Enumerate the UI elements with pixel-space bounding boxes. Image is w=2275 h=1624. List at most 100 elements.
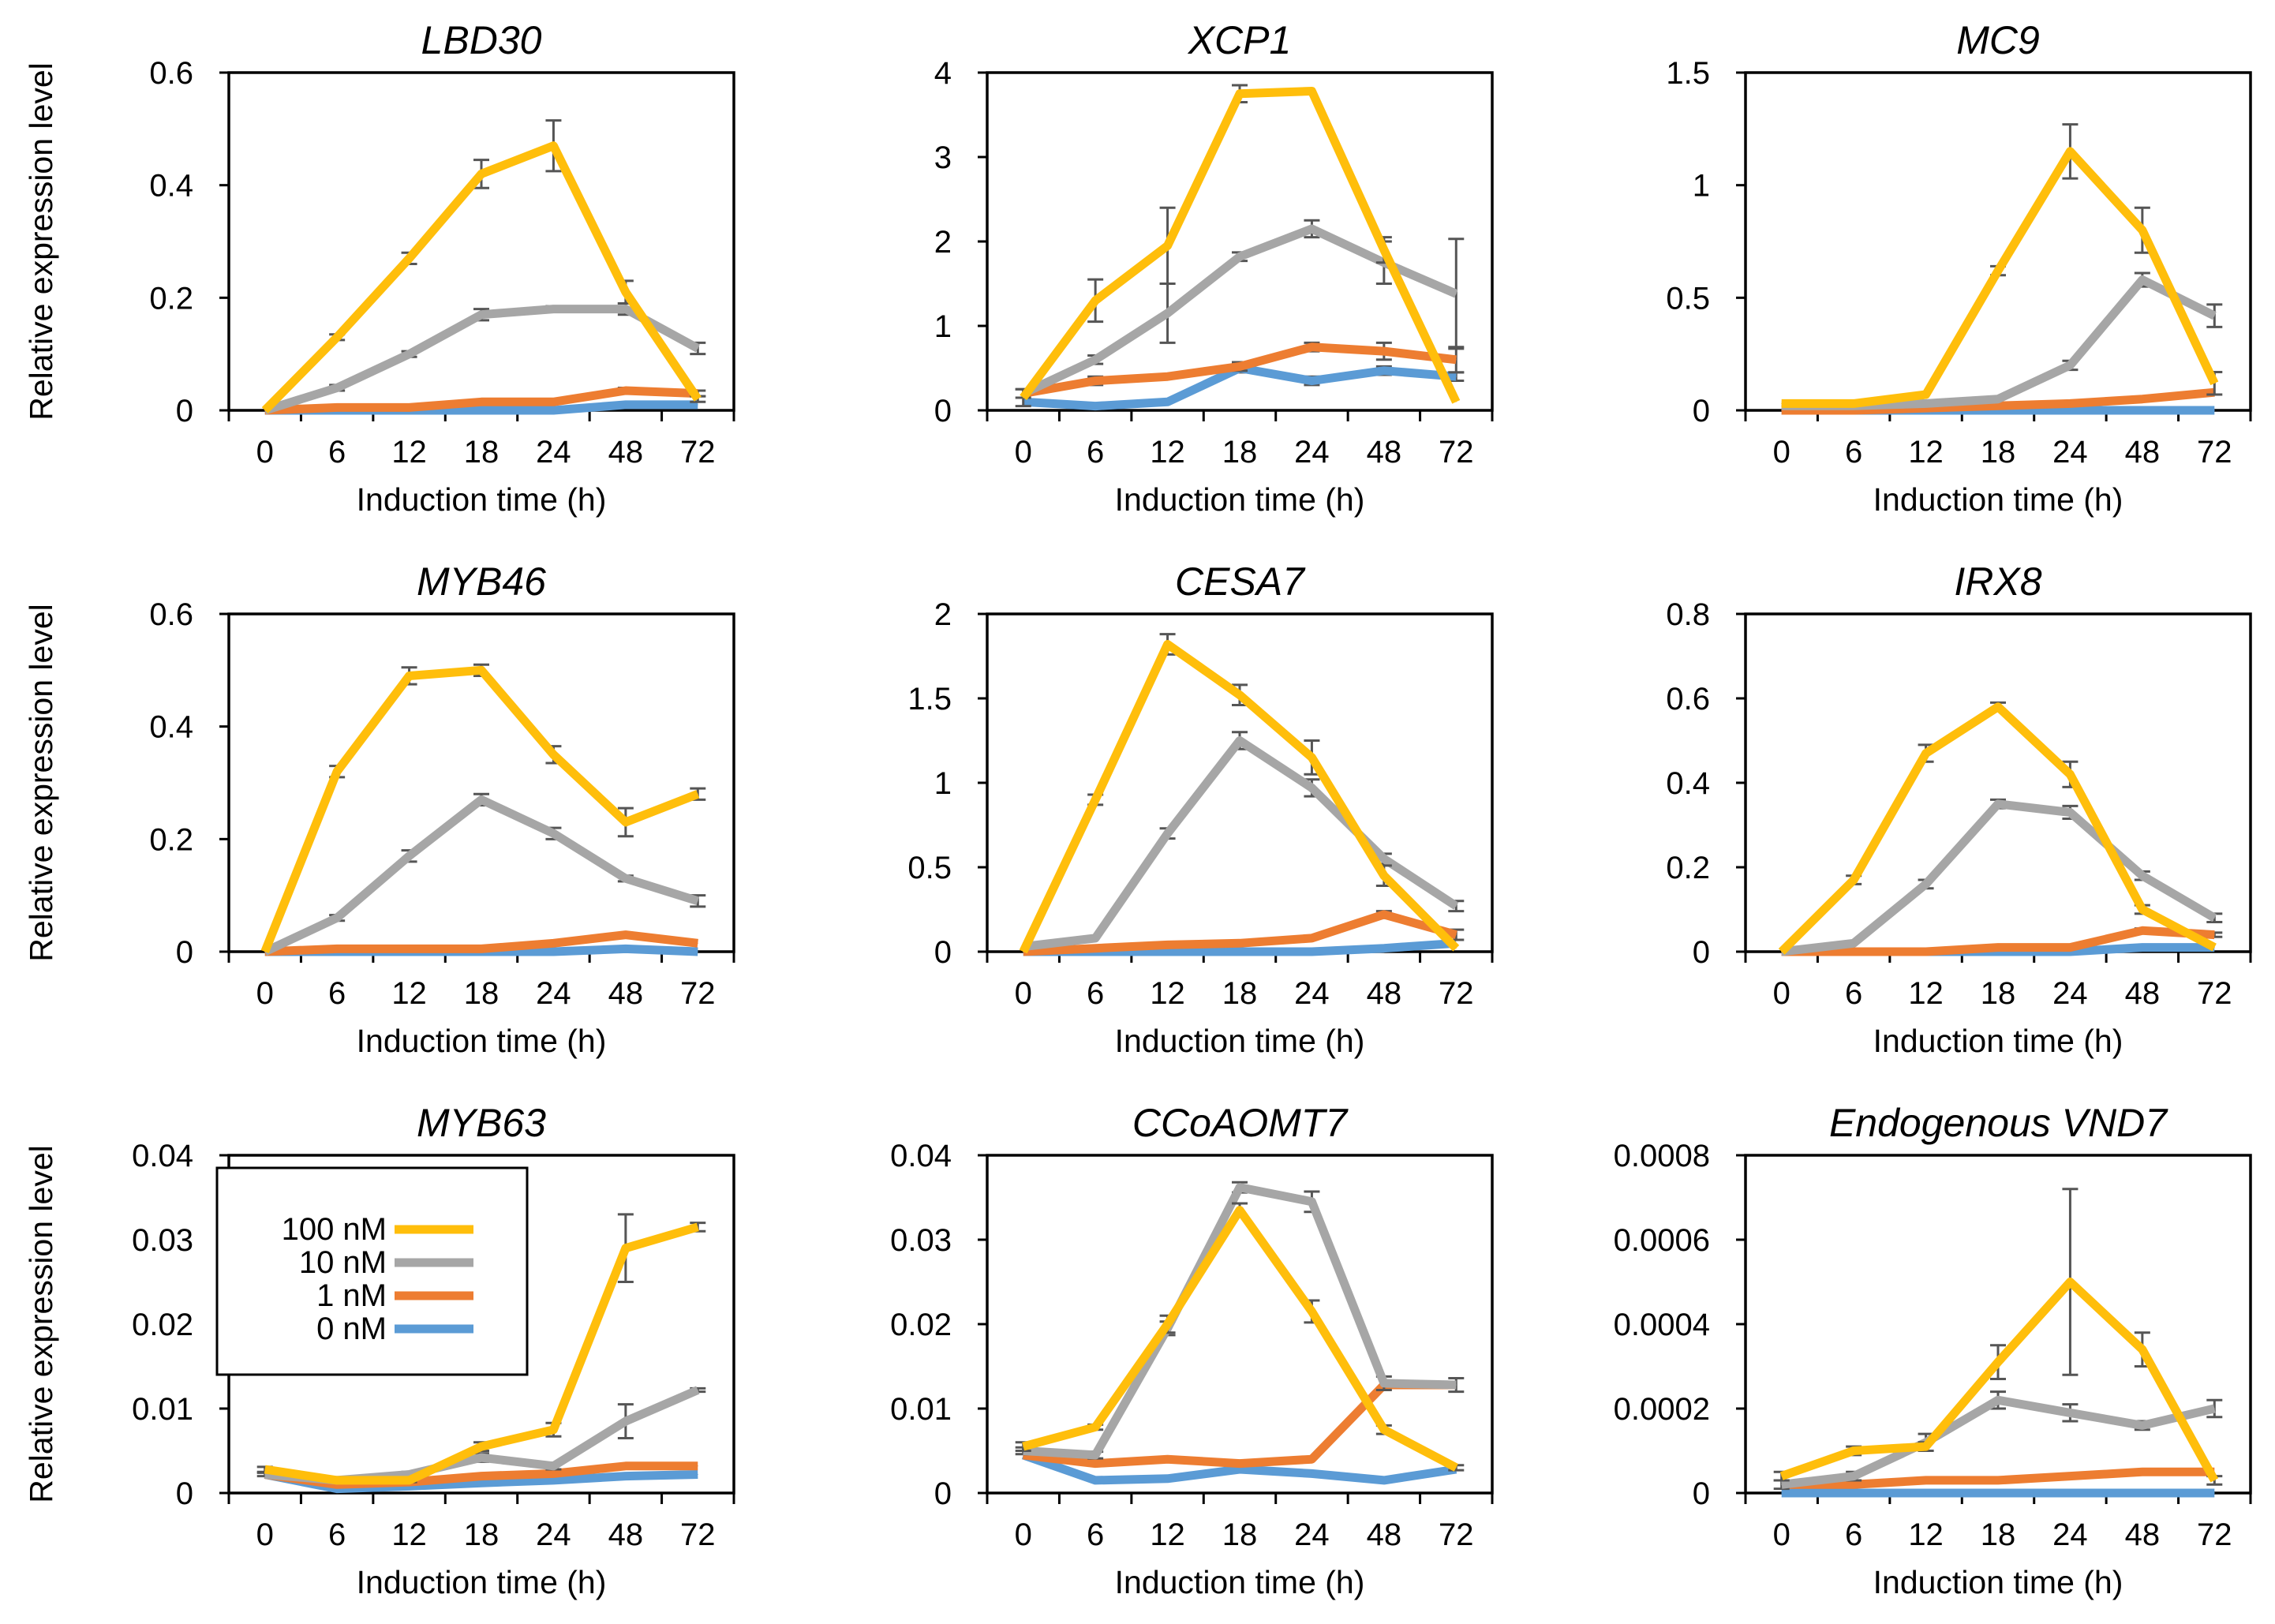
chart-svg: MC9 0 0.5 1 1.5 0 6 12 18 24 48 72 Induction time (h… [1666, 18, 2252, 518]
x-axis-label: Induction time (h) [357, 1564, 607, 1600]
plot-frame [1744, 612, 2252, 953]
y-tick-label: 0 [176, 1476, 193, 1511]
x-axis-label: Induction time (h) [1115, 1023, 1365, 1059]
data-point [1311, 228, 1312, 230]
x-tick-label: 6 [1845, 1517, 1862, 1552]
data-point [2069, 410, 2071, 411]
y-tick-label: 0.04 [132, 1139, 193, 1173]
data-point [1781, 1484, 1783, 1485]
data-point [625, 1465, 627, 1467]
x-tick-label: 12 [391, 976, 427, 1011]
x-tick-label: 0 [1773, 1517, 1790, 1552]
y-tick-label: 0 [176, 935, 193, 970]
chart-svg: LBD30 0 0.2 0.4 0.6 0 6 12 18 24 48 72 Induction tim… [23, 18, 735, 518]
x-tick-label: 72 [1439, 976, 1474, 1011]
series-line [1019, 640, 1460, 954]
series-line [1022, 1206, 1458, 1472]
x-tick-label: 48 [2125, 435, 2161, 470]
x-tick-label: 48 [608, 435, 644, 470]
data-point [1925, 1446, 1927, 1447]
x-tick-label: 6 [328, 435, 346, 470]
data-point [1094, 1427, 1096, 1428]
x-tick-label: 48 [608, 1517, 644, 1552]
x-tick-label: 72 [680, 1517, 716, 1552]
series-100-nm [1773, 1188, 2223, 1486]
data-point [1455, 905, 1457, 907]
x-tick-label: 0 [256, 976, 274, 1011]
data-point [409, 855, 410, 857]
chart-svg: MYB46 0 0.2 0.4 0.6 0 6 12 18 24 48 72 Induction tim… [23, 559, 735, 1059]
x-axis-label: Induction time (h) [357, 1023, 607, 1059]
data-point [552, 145, 554, 147]
data-point [1311, 1472, 1312, 1474]
y-tick-label: 0 [934, 935, 952, 970]
series-1-nm [1022, 341, 1465, 399]
data-point [1997, 803, 1999, 805]
x-tick-label: 72 [1439, 1517, 1474, 1552]
chart-title: MC9 [1956, 18, 2040, 62]
chart-xcp1: XCP1 0 1 2 3 4 0 6 12 18 24 48 72 Induction time (h) [758, 0, 1517, 541]
y-tick-label: 0.0006 [1614, 1223, 1710, 1258]
chart-myb63: MYB63 0 0.01 0.02 0.03 0.04 0 6 12 18 24 48 72 Induct… [0, 1083, 758, 1624]
y-axis-label: Relative expression level [23, 604, 59, 962]
data-point [1094, 1454, 1096, 1456]
data-point [1311, 1201, 1312, 1203]
series-line [1781, 147, 2219, 408]
data-point [1997, 706, 1999, 708]
y-tick-label: 0 [1693, 1476, 1710, 1511]
x-axis-label: Induction time (h) [1115, 481, 1365, 518]
data-point [552, 942, 554, 944]
series-10-nm [1781, 798, 2223, 956]
x-tick-label: 72 [680, 435, 716, 470]
data-point [552, 1429, 554, 1431]
y-tick-label: 4 [934, 56, 952, 91]
y-tick-label: 0.6 [149, 597, 193, 632]
x-tick-label: 12 [1150, 976, 1185, 1011]
x-tick-label: 12 [391, 435, 427, 470]
data-point [1455, 934, 1457, 936]
data-point [625, 934, 627, 936]
data-point [552, 1472, 554, 1474]
y-tick-label: 0.6 [1666, 682, 1710, 717]
data-point [552, 833, 554, 834]
x-axis-label: Induction time (h) [1873, 1564, 2123, 1600]
series-line [1023, 1183, 1457, 1460]
y-tick-label: 0.4 [149, 710, 193, 745]
chart-title: XCP1 [1188, 18, 1292, 62]
legend-label: 1 nM [316, 1278, 387, 1313]
data-point [1167, 1458, 1169, 1460]
x-tick-label: 6 [1087, 435, 1104, 470]
x-axis-label: Induction time (h) [1873, 1023, 2123, 1059]
data-point [2213, 917, 2215, 919]
data-point [625, 404, 627, 406]
data-point [1455, 1384, 1457, 1386]
data-point [336, 406, 338, 408]
data-point [409, 1473, 410, 1475]
x-tick-label: 18 [464, 976, 500, 1011]
x-tick-label: 0 [256, 1517, 274, 1552]
data-point [1094, 1463, 1096, 1465]
chart-mc9: MC9 0 0.5 1 1.5 0 6 12 18 24 48 72 Induction time (h… [1517, 0, 2275, 541]
data-point [481, 799, 482, 800]
data-point [1455, 376, 1457, 377]
x-tick-label: 24 [2052, 976, 2088, 1011]
plot-frame [227, 71, 735, 412]
data-point [1167, 1478, 1169, 1480]
x-tick-label: 6 [1087, 976, 1104, 1011]
chart-myb46: MYB46 0 0.2 0.4 0.6 0 6 12 18 24 48 72 Induction tim… [0, 541, 758, 1083]
legend-label: 0 nM [316, 1312, 387, 1346]
data-point [552, 754, 554, 755]
chart-title: Endogenous VND7 [1829, 1101, 2168, 1145]
x-tick-label: 48 [608, 976, 644, 1011]
y-tick-label: 1 [934, 309, 952, 344]
x-tick-label: 24 [536, 1517, 571, 1552]
data-point [2213, 410, 2215, 411]
x-tick-label: 24 [536, 435, 571, 470]
chart-ccoaomt7: CCoAOMT7 0 0.01 0.02 0.03 0.04 0 6 12 18 24 48 72 Ind… [758, 1083, 1517, 1624]
data-point [481, 1482, 482, 1484]
series-line [1023, 364, 1457, 411]
series-line [1781, 275, 2217, 410]
data-point [2213, 947, 2215, 949]
x-tick-label: 12 [1150, 1517, 1185, 1552]
